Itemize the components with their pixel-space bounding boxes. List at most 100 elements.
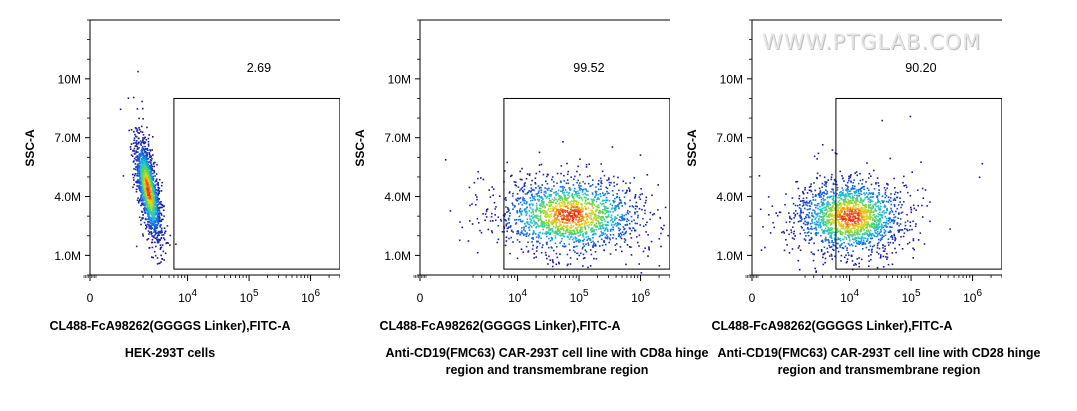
data-point [535,187,537,189]
data-point [532,233,534,235]
data-point [136,174,139,177]
data-point [522,199,524,202]
data-point [800,209,802,212]
data-point [917,189,919,191]
data-point [511,195,514,197]
data-point [153,225,156,227]
data-point [584,226,587,229]
data-point [146,172,148,175]
data-point [591,192,594,194]
data-point [155,227,157,230]
data-point [858,257,860,259]
data-point [482,213,484,215]
data-point [141,163,144,165]
data-point [801,205,804,207]
data-point [874,224,876,226]
data-point [893,233,895,236]
data-point [532,217,534,219]
data-point [581,230,584,233]
data-point [839,170,841,173]
data-point [140,125,143,128]
data-point [525,235,528,237]
data-point [546,188,548,190]
data-point [564,226,567,229]
data-point [604,220,606,223]
data-point [613,201,615,204]
data-point [523,185,526,187]
data-point [573,217,576,219]
data-point [143,186,146,188]
data-point [821,215,823,218]
data-point [148,217,150,219]
data-point [158,192,160,195]
data-point [562,228,565,230]
flow-plot-cd8a: SSC-A 1.0M 4.0M 7.0M 10M 0 104 105 106 99.52 CL48… [330,0,708,411]
data-point [615,222,617,225]
data-point [848,209,850,211]
data-point [151,238,154,241]
data-point [869,196,872,198]
data-point [824,182,827,184]
data-point [823,191,825,193]
data-point [600,228,602,230]
data-point [858,265,860,268]
data-point [856,208,858,210]
data-point [854,234,856,236]
data-point [618,202,620,205]
data-point [804,220,806,223]
data-point [542,221,545,224]
data-point [595,205,597,208]
data-point [506,211,508,213]
data-point [531,179,533,182]
data-point [603,194,606,197]
data-point [844,245,847,248]
data-point [861,241,864,244]
data-point [571,205,574,208]
data-point [621,205,623,207]
data-point [577,213,580,215]
data-point [151,179,154,181]
data-point [157,203,159,206]
data-point [620,216,623,218]
data-point [154,254,157,257]
data-point [853,185,856,188]
data-point [152,209,155,211]
data-point [533,195,536,198]
data-point [798,214,801,217]
data-point [620,237,623,240]
data-point [824,209,826,211]
data-point [622,226,625,228]
data-point [589,217,591,219]
data-point [536,195,539,197]
data-point [908,229,911,231]
data-point [805,201,807,204]
data-point [660,245,662,248]
data-point [878,200,881,203]
data-point [132,149,135,152]
data-point [823,207,825,209]
data-point [544,215,546,218]
data-point [476,217,479,220]
data-point [808,242,810,244]
data-point [844,220,846,223]
data-point [582,234,585,236]
data-point [781,231,783,234]
data-point [893,197,896,200]
data-point [573,201,575,203]
data-point [555,198,558,201]
data-point [857,217,859,219]
data-point [847,221,849,223]
data-point [133,179,135,181]
data-point [584,192,586,195]
data-point [555,232,558,234]
data-point [879,213,882,216]
data-point [867,229,870,232]
data-point [570,212,572,214]
data-point [143,175,146,178]
data-point [609,234,612,236]
data-point [149,201,152,203]
data-point [535,256,537,258]
data-point [854,231,856,233]
data-point [516,212,519,214]
data-point [136,167,139,170]
